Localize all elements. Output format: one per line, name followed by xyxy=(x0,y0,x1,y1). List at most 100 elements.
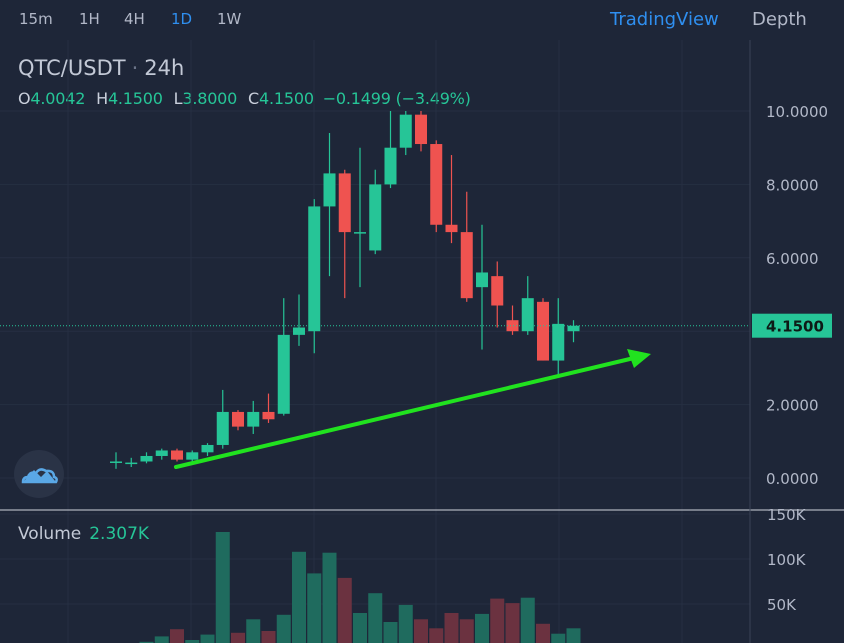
tradingview-link[interactable]: TradingView xyxy=(610,9,719,30)
candle-body-3 xyxy=(155,450,168,456)
candle-body-9 xyxy=(247,411,260,427)
candle-body-26 xyxy=(506,320,519,332)
trend-arrow-head xyxy=(627,349,651,368)
candle-28 xyxy=(537,298,549,361)
volume-bar-10 xyxy=(261,631,276,643)
tradingview-logo[interactable] xyxy=(14,450,64,498)
candle-body-17 xyxy=(369,184,382,251)
volume-label: Volume xyxy=(18,524,82,544)
candle-7 xyxy=(216,389,229,449)
candle-9 xyxy=(247,400,260,434)
timeframe-1w[interactable]: 1W xyxy=(217,10,242,28)
cloud-logo-icon xyxy=(21,468,58,484)
depth-link[interactable]: Depth xyxy=(752,9,807,30)
candle-body-1 xyxy=(125,462,138,465)
candle-1 xyxy=(125,457,138,467)
candle-body-30 xyxy=(567,325,580,332)
candle-29 xyxy=(552,298,565,376)
candle-2 xyxy=(140,452,153,464)
candle-16 xyxy=(354,147,366,288)
candle-18 xyxy=(384,111,397,189)
volume-bar-22 xyxy=(444,613,459,643)
volume-bar-30 xyxy=(566,628,581,643)
volume-bar-29 xyxy=(551,633,566,643)
candle-24 xyxy=(476,224,488,350)
candle-0 xyxy=(110,452,122,469)
candle-body-28 xyxy=(537,301,549,361)
volume-tick-label-2: 50K xyxy=(767,596,797,614)
volume-bar-25 xyxy=(490,598,505,643)
low-value: 3.8000 xyxy=(182,89,238,108)
timeframe-4h[interactable]: 4H xyxy=(124,10,145,28)
candle-12 xyxy=(293,294,305,346)
change-value: −0.1499 xyxy=(322,89,391,108)
volume-bar-28 xyxy=(536,623,550,643)
last-price-tag xyxy=(752,313,832,338)
price-tick-label-4: 2.0000 xyxy=(766,397,819,415)
timeframe-15m[interactable]: 15m xyxy=(19,10,53,28)
trend-arrow-line xyxy=(174,356,636,469)
volume-bar-8 xyxy=(231,632,245,643)
timeframe-1d[interactable]: 1D xyxy=(171,10,193,28)
candle-27 xyxy=(521,276,534,335)
volume-bar-27 xyxy=(520,597,535,643)
candle-6 xyxy=(201,443,214,456)
symbol-pair: QTC/USDT xyxy=(18,56,126,80)
candle-22 xyxy=(445,155,458,244)
candle-body-29 xyxy=(552,323,565,361)
low-label: L xyxy=(173,89,183,108)
candle-25 xyxy=(491,261,504,328)
volume-tick-label-1: 100K xyxy=(767,551,807,569)
volume-bar-17 xyxy=(368,593,383,643)
close-label: C xyxy=(248,89,260,108)
volume-legend: Volume 2.307K xyxy=(18,524,149,544)
candle-body-19 xyxy=(399,114,412,148)
volume-tick-label-0: 150K xyxy=(767,506,807,524)
candle-13 xyxy=(308,199,321,354)
candle-3 xyxy=(155,448,168,460)
volume-bar-20 xyxy=(414,619,428,643)
volume-bar-7 xyxy=(215,532,230,643)
candle-26 xyxy=(506,305,519,335)
candle-4 xyxy=(171,448,183,462)
symbol-interval: 24h xyxy=(144,56,185,80)
volume-value: 2.307K xyxy=(89,524,150,544)
candle-21 xyxy=(430,140,443,233)
close-value: 4.1500 xyxy=(259,89,314,108)
high-label: H xyxy=(96,89,108,108)
candle-body-10 xyxy=(262,411,275,420)
volume-bar-11 xyxy=(276,614,291,643)
price-tick-label-0: 10.0000 xyxy=(766,103,828,121)
volume-bar-5 xyxy=(185,640,200,643)
candle-body-15 xyxy=(338,173,351,233)
candle-body-24 xyxy=(476,272,488,288)
price-tick-label-2: 6.0000 xyxy=(766,250,819,268)
candle-body-6 xyxy=(201,444,214,453)
candle-body-4 xyxy=(171,450,183,460)
volume-bar-9 xyxy=(246,619,261,643)
timeframe-1h[interactable]: 1H xyxy=(79,10,100,28)
price-tick-label-5: 0.0000 xyxy=(766,470,819,488)
volume-bar-3 xyxy=(154,636,169,643)
volume-bar-12 xyxy=(292,551,306,643)
price-tick-label-1: 8.0000 xyxy=(766,176,819,194)
volume-bar-16 xyxy=(353,613,367,643)
ohlc-legend: O4.0042 H4.1500 L3.8000 C4.1500 −0.1499 … xyxy=(18,89,471,108)
candle-body-21 xyxy=(430,144,443,225)
symbol-title: QTC/USDT · 24h xyxy=(18,56,185,80)
candle-body-22 xyxy=(445,224,458,233)
volume-bar-19 xyxy=(398,604,413,643)
candle-30 xyxy=(567,320,580,343)
candle-body-27 xyxy=(521,298,534,332)
candle-body-2 xyxy=(140,455,153,462)
change-percent: (−3.49%) xyxy=(395,89,471,108)
candle-body-12 xyxy=(293,327,305,335)
candle-17 xyxy=(369,169,382,255)
volume-bar-14 xyxy=(322,552,337,643)
candle-23 xyxy=(460,191,473,302)
candle-19 xyxy=(399,111,412,156)
open-value: 4.0042 xyxy=(30,89,86,108)
candle-10 xyxy=(262,393,275,423)
